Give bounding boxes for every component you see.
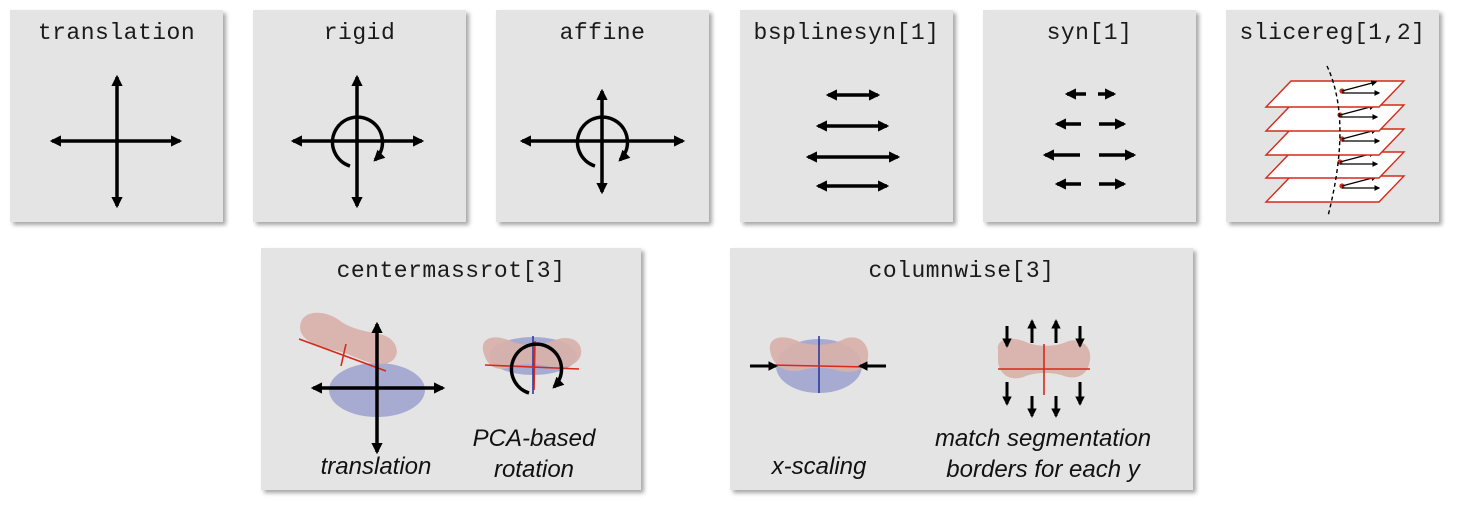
panel-translation: translation — [10, 10, 223, 222]
slice-plane — [1264, 175, 1406, 203]
panel-title: columnwise[3] — [868, 258, 1055, 284]
panel-title: slicereg[1,2] — [1239, 20, 1426, 46]
centermassrot-illustration — [298, 312, 582, 455]
panel-syn: syn[1] — [983, 10, 1196, 222]
panel-title: centermassrot[3] — [336, 258, 566, 284]
caption-translation: translation — [320, 453, 432, 480]
slice-plane — [1264, 104, 1406, 132]
syn-arrows-icon — [1042, 88, 1137, 190]
bsplinesyn-arrows-icon — [805, 89, 901, 192]
panel-title: syn[1] — [1046, 20, 1133, 46]
slice-plane — [1264, 80, 1406, 108]
panel-title: bsplinesyn[1] — [753, 20, 940, 46]
slicereg-slices-icon — [1264, 65, 1406, 217]
translation-arrows-icon — [49, 74, 183, 209]
slice-plane — [1264, 151, 1406, 179]
panel-rigid: rigid — [253, 10, 466, 222]
panel-slicereg: slicereg[1,2] — [1226, 10, 1439, 222]
slice-plane — [1264, 128, 1406, 156]
panel-centermassrot: centermassrot[3] translation PCA-based r… — [261, 248, 641, 490]
panel-title: translation — [37, 20, 196, 46]
caption-pca-rotation: PCA-based rotation — [472, 425, 596, 483]
rigid-arrows-icon — [290, 74, 425, 209]
caption-x-scaling: x-scaling — [771, 453, 867, 480]
panel-columnwise: columnwise[3] x-scaling match segmentati… — [730, 248, 1193, 490]
caption-match-segmentation: match segmentation borders for each y — [934, 425, 1152, 483]
panel-title: affine — [559, 20, 646, 46]
panel-bsplinesyn: bsplinesyn[1] — [740, 10, 953, 222]
centerline-curve — [1326, 65, 1341, 217]
panel-affine: affine — [496, 10, 709, 222]
affine-arrows-icon — [519, 88, 686, 195]
panel-title: rigid — [323, 20, 396, 46]
columnwise-illustration — [750, 319, 1091, 418]
slice-arrow — [1341, 80, 1378, 92]
